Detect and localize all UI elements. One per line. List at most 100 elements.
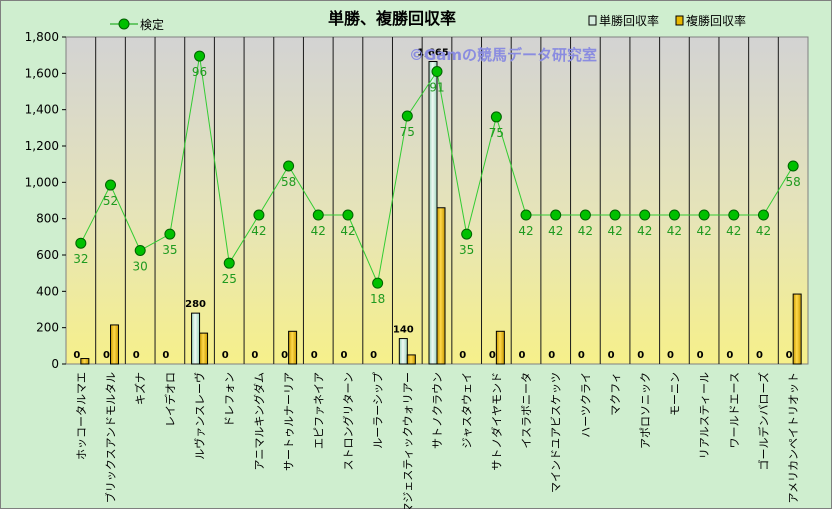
kentei-label: 42 xyxy=(696,224,711,238)
bar-label-tansho: 0 xyxy=(222,350,229,361)
bar-label-tansho: 0 xyxy=(281,350,288,361)
chart-title: 単勝、複勝回収率 xyxy=(328,9,456,28)
bar-label-tansho: 0 xyxy=(459,350,466,361)
bar-label-tansho: 0 xyxy=(73,350,80,361)
kentei-label: 75 xyxy=(489,126,504,140)
bar-tansho xyxy=(191,312,201,365)
bar-label-tansho: 0 xyxy=(311,350,318,361)
kentei-point xyxy=(253,209,265,221)
y-tick-label: 1,400 xyxy=(25,103,59,117)
bar-label-tansho: 0 xyxy=(251,350,258,361)
bar-fukusho xyxy=(199,332,209,365)
y-tick-label: 800 xyxy=(36,212,59,226)
bar-tansho xyxy=(398,338,408,365)
kentei-label: 52 xyxy=(103,194,118,208)
kentei-point xyxy=(312,209,324,221)
bar-label-tansho: 0 xyxy=(637,350,644,361)
kentei-label: 42 xyxy=(578,224,593,238)
kentei-point xyxy=(134,244,146,256)
kentei-label: 32 xyxy=(73,252,88,266)
bar-label-tansho: 0 xyxy=(103,350,110,361)
bar-label-tansho: 0 xyxy=(370,350,377,361)
x-tick-label: イスラボニータ xyxy=(520,372,533,449)
legend-swatch-tansho xyxy=(588,15,597,26)
bar-label-tansho: 0 xyxy=(548,350,555,361)
kentei-label: 30 xyxy=(133,259,148,273)
bar-label-tansho: 0 xyxy=(133,350,140,361)
watermark: ©Gamの競馬データ研究室 xyxy=(409,46,597,64)
x-tick-label: ストロングリターン xyxy=(341,372,355,470)
x-tick-label: ホッコータルマエ xyxy=(75,372,88,460)
kentei-label: 42 xyxy=(311,224,326,238)
bar-label-tansho: 1,665 xyxy=(417,48,449,59)
series-fukusho-bars xyxy=(80,207,802,365)
x-tick-label: マジェスティックウォリアー xyxy=(401,372,414,509)
kentei-label: 42 xyxy=(518,224,533,238)
bar-label-tansho: 0 xyxy=(726,350,733,361)
bar-label-tansho: 0 xyxy=(578,350,585,361)
x-tick-label: ハーツクライ xyxy=(579,372,592,438)
x-tick-label: キズナ xyxy=(133,372,147,405)
kentei-point xyxy=(194,50,206,62)
x-tick-label: エピファネイア xyxy=(312,372,325,449)
kentei-label: 35 xyxy=(459,243,474,257)
kentei-point xyxy=(105,179,117,191)
y-tick-label: 0 xyxy=(51,357,59,371)
kentei-point xyxy=(490,111,502,123)
x-tick-label: ドレフォン xyxy=(223,372,236,427)
bar-fukusho xyxy=(288,330,298,365)
x-tick-label: ゴールデンバローズ xyxy=(756,372,770,470)
kentei-point xyxy=(728,209,740,221)
y-tick-label: 400 xyxy=(36,284,59,298)
x-tick-label: ワールドエース xyxy=(728,372,741,448)
line-data-labels: 32 52 30 35 96 25 42 58 42 42 18 75 91 35 75 42 42 42 42 42… xyxy=(73,65,801,306)
kentei-point xyxy=(342,209,354,221)
bar-fukusho xyxy=(495,330,505,365)
x-tick-label: ルヴァンスレーヴ xyxy=(193,372,207,460)
kentei-point xyxy=(372,277,384,289)
kentei-point xyxy=(223,257,235,269)
kentei-label: 35 xyxy=(162,243,177,257)
x-tick-label: サートゥルナーリア xyxy=(283,372,296,471)
bar-label-tansho: 0 xyxy=(489,350,496,361)
bar-label-tansho: 0 xyxy=(340,350,347,361)
kentei-point xyxy=(431,66,443,78)
x-tick-label: マインドユアビスケッツ xyxy=(550,372,563,493)
bar-fukusho xyxy=(110,324,120,365)
legend-swatch-fukusho xyxy=(675,15,684,26)
x-tick-label: モーニン xyxy=(668,372,681,416)
bar-label-tansho: 0 xyxy=(519,350,526,361)
y-tick-label: 1,000 xyxy=(25,175,59,189)
kentei-point xyxy=(579,209,591,221)
legend: 検定 単勝回収率 複勝回収率 xyxy=(110,13,746,32)
bar-label-tansho: 0 xyxy=(162,350,169,361)
kentei-label: 42 xyxy=(548,224,563,238)
series-kentei-line xyxy=(75,50,799,289)
y-tick-label: 1,800 xyxy=(25,30,59,44)
kentei-label: 42 xyxy=(340,224,355,238)
bar-label-tansho: 0 xyxy=(608,350,615,361)
legend-label-tansho: 単勝回収率 xyxy=(599,13,659,28)
x-axis: ホッコータルマエ ブリックスアンドモルタル キズナ レイデオロ ルヴァンスレーヴ ドレフォ… xyxy=(75,372,800,509)
kentei-point xyxy=(75,237,87,249)
kentei-point xyxy=(283,160,295,172)
bar-fukusho xyxy=(436,207,446,365)
bar-fukusho xyxy=(792,293,802,365)
kentei-point xyxy=(461,228,473,240)
x-tick-label: レイデオロ xyxy=(163,372,177,427)
bar-label-tansho: 0 xyxy=(786,350,793,361)
bar-label-tansho: 0 xyxy=(697,350,704,361)
kentei-label: 58 xyxy=(786,175,801,189)
bar-label-tansho: 0 xyxy=(756,350,763,361)
kentei-label: 91 xyxy=(429,81,444,95)
y-axis: 0 200 400 600 800 1,000 1,200 1,400 1,600 1,800 xyxy=(25,30,66,371)
bar-tansho xyxy=(428,61,438,365)
x-tick-label: アメリカンペイトリオット xyxy=(787,372,800,503)
kentei-point xyxy=(164,228,176,240)
kentei-label: 42 xyxy=(726,224,741,238)
kentei-label: 75 xyxy=(400,125,415,139)
kentei-point xyxy=(550,209,562,221)
kentei-point xyxy=(668,209,680,221)
kentei-label: 42 xyxy=(667,224,682,238)
